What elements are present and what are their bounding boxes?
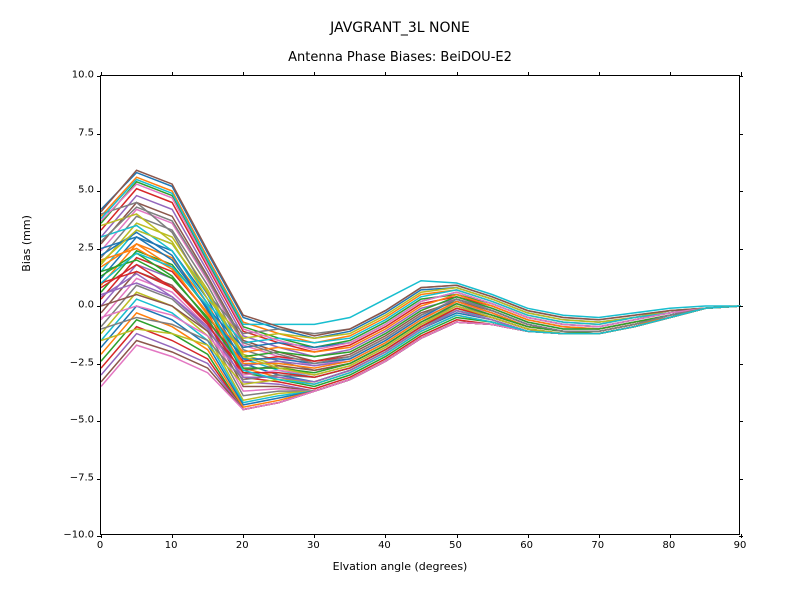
xtick-mark <box>385 72 386 76</box>
ytick-mark <box>739 364 743 365</box>
ytick-mark <box>739 249 743 250</box>
xtick-label: 40 <box>378 540 391 551</box>
ytick-mark <box>97 421 101 422</box>
chart-title: Antenna Phase Biases: BeiDOU-E2 <box>0 50 800 65</box>
ytick-mark <box>739 191 743 192</box>
ytick-mark <box>97 364 101 365</box>
sup-title: JAVGRANT_3L NONE <box>0 20 800 36</box>
ytick-mark <box>739 306 743 307</box>
ytick-label: −10.0 <box>54 530 94 541</box>
xtick-mark <box>670 534 671 538</box>
ytick-mark <box>739 134 743 135</box>
xtick-mark <box>457 534 458 538</box>
ytick-label: 5.0 <box>54 185 94 196</box>
ytick-mark <box>97 249 101 250</box>
xtick-mark <box>314 534 315 538</box>
xtick-label: 30 <box>307 540 320 551</box>
line-chart-svg <box>101 76 741 536</box>
xtick-mark <box>528 72 529 76</box>
xtick-mark <box>101 72 102 76</box>
xtick-label: 0 <box>97 540 103 551</box>
ytick-label: −7.5 <box>54 472 94 483</box>
xtick-mark <box>599 534 600 538</box>
xtick-label: 10 <box>165 540 178 551</box>
ytick-mark <box>739 536 743 537</box>
x-axis-label: Elvation angle (degrees) <box>0 560 800 573</box>
ytick-label: −2.5 <box>54 357 94 368</box>
xtick-mark <box>385 534 386 538</box>
ytick-label: 7.5 <box>54 127 94 138</box>
xtick-label: 20 <box>236 540 249 551</box>
ytick-mark <box>739 76 743 77</box>
ytick-mark <box>97 76 101 77</box>
xtick-label: 60 <box>520 540 533 551</box>
xtick-mark <box>457 72 458 76</box>
ytick-mark <box>97 479 101 480</box>
xtick-label: 70 <box>591 540 604 551</box>
ytick-mark <box>739 479 743 480</box>
ytick-label: 2.5 <box>54 242 94 253</box>
y-axis-label: Bias (mm) <box>20 215 33 272</box>
xtick-mark <box>528 534 529 538</box>
xtick-mark <box>314 72 315 76</box>
ytick-label: −5.0 <box>54 415 94 426</box>
ytick-mark <box>97 306 101 307</box>
ytick-label: 10.0 <box>54 70 94 81</box>
ytick-mark <box>97 134 101 135</box>
ytick-label: 0.0 <box>54 300 94 311</box>
xtick-label: 50 <box>449 540 462 551</box>
xtick-mark <box>172 534 173 538</box>
ytick-mark <box>97 191 101 192</box>
xtick-label: 80 <box>663 540 676 551</box>
xtick-mark <box>243 534 244 538</box>
xtick-mark <box>243 72 244 76</box>
xtick-mark <box>172 72 173 76</box>
xtick-mark <box>101 534 102 538</box>
xtick-mark <box>670 72 671 76</box>
ytick-mark <box>739 421 743 422</box>
xtick-label: 90 <box>734 540 747 551</box>
ytick-mark <box>97 536 101 537</box>
plot-area <box>100 75 740 535</box>
xtick-mark <box>599 72 600 76</box>
